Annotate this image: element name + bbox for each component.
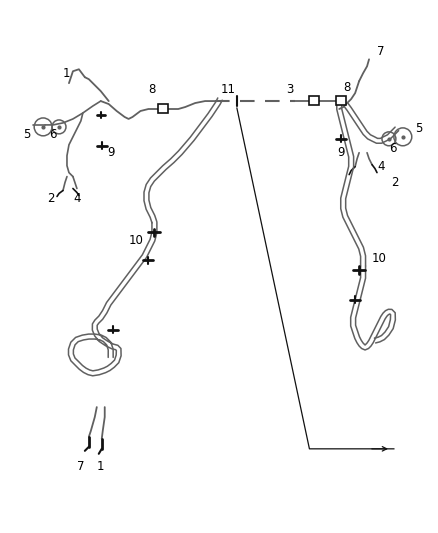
Text: 4: 4 <box>73 192 81 205</box>
Text: 7: 7 <box>77 460 85 473</box>
Text: 6: 6 <box>49 128 57 141</box>
FancyBboxPatch shape <box>309 96 319 105</box>
FancyBboxPatch shape <box>336 96 346 105</box>
Text: 8: 8 <box>343 80 351 94</box>
Text: 9: 9 <box>107 146 114 159</box>
Text: 9: 9 <box>337 146 345 159</box>
FancyBboxPatch shape <box>159 104 168 113</box>
Text: 10: 10 <box>129 233 144 247</box>
Text: 2: 2 <box>47 192 55 205</box>
Text: 2: 2 <box>391 176 399 189</box>
Text: 10: 10 <box>371 252 386 264</box>
Text: 1: 1 <box>62 67 70 80</box>
Text: 3: 3 <box>286 83 293 95</box>
Text: 5: 5 <box>415 123 422 135</box>
Text: 7: 7 <box>377 45 385 58</box>
Text: 11: 11 <box>220 83 236 95</box>
Text: 5: 5 <box>24 128 31 141</box>
Text: 6: 6 <box>389 142 397 155</box>
Text: 8: 8 <box>149 83 156 95</box>
Text: 1: 1 <box>97 460 105 473</box>
Text: 4: 4 <box>377 160 385 173</box>
